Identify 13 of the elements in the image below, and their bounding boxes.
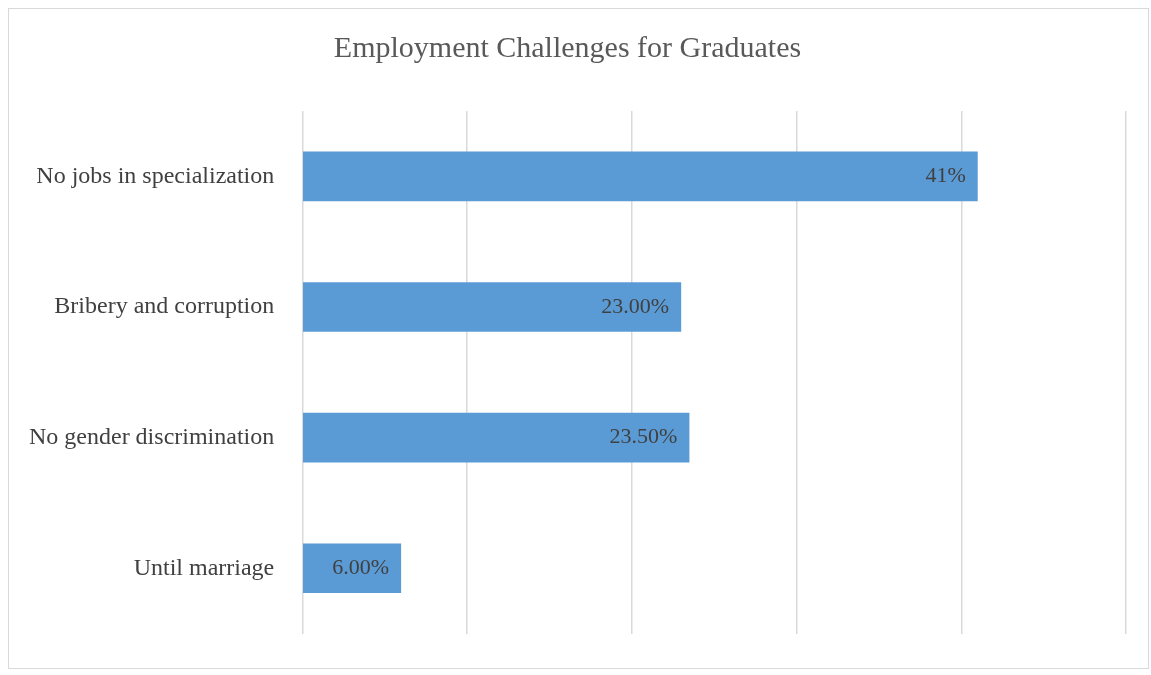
bar [303,151,978,202]
data-label: 23.00% [601,292,670,318]
bar [303,412,690,463]
y-tick-label: No jobs in specialization [36,161,275,188]
y-tick-label: Bribery and corruption [54,292,275,319]
data-label: 6.00% [332,554,390,580]
data-label: 41% [925,162,966,188]
y-tick-label: No gender discrimination [28,422,275,449]
chart-title: Employment Challenges for Graduates [333,29,802,63]
bar [303,543,402,594]
bar [303,282,682,332]
data-label: 23.50% [609,423,678,449]
y-tick-label: Until marriage [133,553,275,580]
